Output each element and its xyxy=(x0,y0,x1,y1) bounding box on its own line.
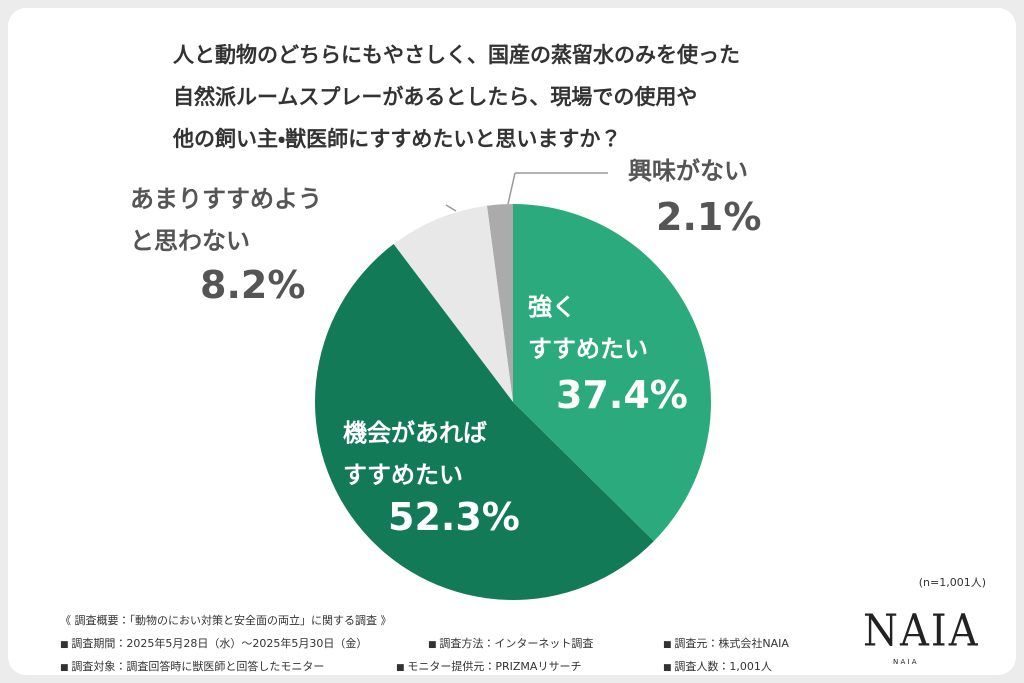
survey-item: 調査対象：調査回答時に獣医師と回答したモニター xyxy=(60,658,324,674)
sample-note: (n=1,001人) xyxy=(918,576,986,589)
slice-label: 強く すすめたい xyxy=(528,293,648,363)
survey-item: 調査元：株式会社NAIA xyxy=(663,635,789,651)
logo: NAIA xyxy=(863,605,980,657)
slice-label: 機会があれば すすめたい xyxy=(343,419,487,489)
value-label: 52.3% xyxy=(388,495,520,539)
leader-line xyxy=(445,204,457,212)
logo-caption: N A I A xyxy=(893,658,917,666)
survey-item: 調査期間：2025年5月28日（水）～2025年5月30日（金） xyxy=(60,635,367,651)
page: 人と動物のどちらにもやさしく、国産の蒸留水のみを使った 自然派ルームスプレーがあ… xyxy=(8,8,1016,675)
survey-item: 調査人数：1,001人 xyxy=(663,658,772,674)
value-label: 37.4% xyxy=(556,373,688,417)
pie-slice xyxy=(513,204,712,542)
pie-slice xyxy=(393,205,513,402)
slice-label: あまりすすめよう と思わない xyxy=(130,185,322,255)
survey-item: モニター提供元：PRIZMAリサーチ xyxy=(396,658,581,674)
value-label: 8.2% xyxy=(200,263,306,307)
pie-slice xyxy=(315,244,654,601)
survey-title: 《 調査概要：「動物のにおい対策と安全面の両立」に関する調査 》 xyxy=(60,614,392,627)
value-label: 2.1% xyxy=(656,195,762,239)
survey-item: 調査方法：インターネット調査 xyxy=(428,635,593,651)
chart-title: 人と動物のどちらにもやさしく、国産の蒸留水のみを使った 自然派ルームスプレーがあ… xyxy=(173,43,740,151)
chart xyxy=(315,172,712,601)
leader-line xyxy=(507,172,516,205)
pie-slice xyxy=(486,204,513,402)
slice-label: 興味がない xyxy=(628,157,748,185)
